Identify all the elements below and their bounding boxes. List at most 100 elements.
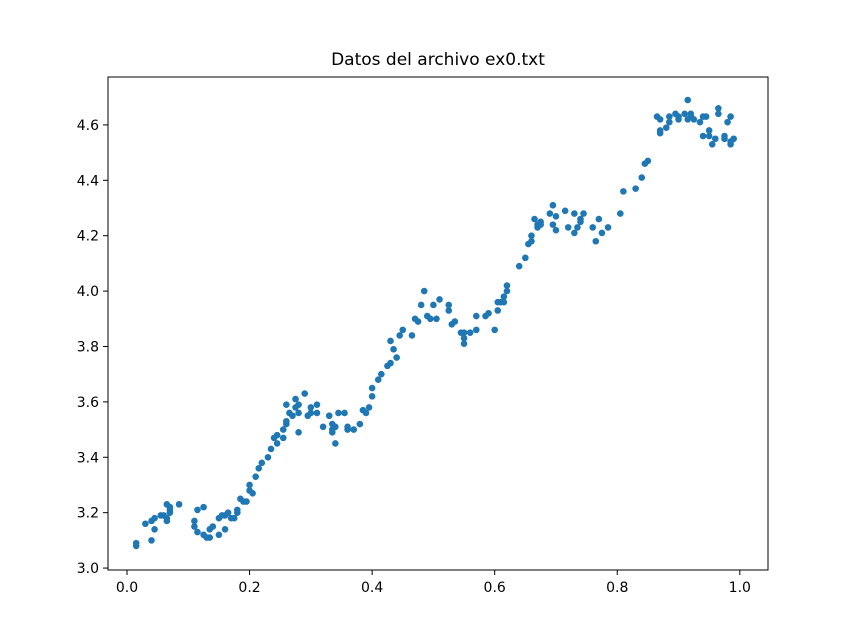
point bbox=[163, 517, 171, 525]
point bbox=[273, 440, 281, 447]
point bbox=[644, 157, 652, 165]
point bbox=[632, 185, 639, 192]
point bbox=[727, 141, 734, 148]
y-tick-label: 4.6 bbox=[77, 118, 99, 134]
point bbox=[571, 210, 578, 217]
point bbox=[264, 453, 272, 461]
point bbox=[246, 481, 253, 489]
point bbox=[200, 503, 207, 511]
point bbox=[724, 118, 731, 126]
point bbox=[721, 135, 728, 143]
point bbox=[319, 423, 327, 431]
point bbox=[595, 215, 603, 223]
point bbox=[390, 345, 397, 353]
point bbox=[491, 326, 498, 334]
point bbox=[243, 498, 250, 505]
point bbox=[362, 409, 370, 417]
point bbox=[460, 340, 468, 348]
point bbox=[417, 301, 425, 309]
plot-frame bbox=[107, 76, 769, 571]
y-tick-label: 4.2 bbox=[77, 229, 99, 245]
point bbox=[283, 417, 290, 425]
point bbox=[387, 337, 394, 345]
point bbox=[332, 423, 339, 431]
point bbox=[335, 409, 342, 417]
y-tick-label: 3.2 bbox=[77, 506, 99, 522]
point bbox=[702, 113, 710, 120]
point bbox=[675, 116, 682, 123]
point bbox=[209, 523, 217, 530]
point bbox=[132, 539, 140, 547]
point bbox=[515, 262, 523, 270]
point bbox=[313, 409, 321, 417]
x-tick-label: 0.2 bbox=[238, 580, 260, 596]
point bbox=[356, 420, 364, 428]
point bbox=[279, 426, 287, 433]
point bbox=[313, 401, 321, 408]
point bbox=[715, 110, 722, 118]
point bbox=[666, 118, 673, 126]
y-tick-label: 3.4 bbox=[77, 450, 99, 466]
point bbox=[571, 229, 578, 237]
point bbox=[662, 124, 670, 131]
point bbox=[307, 404, 315, 411]
point bbox=[344, 426, 351, 433]
point bbox=[617, 210, 624, 217]
y-tick-label: 4.0 bbox=[77, 284, 99, 300]
point bbox=[387, 359, 394, 367]
point bbox=[574, 224, 581, 231]
point bbox=[546, 210, 554, 217]
point bbox=[230, 514, 238, 522]
point bbox=[666, 113, 673, 120]
y-tick-label: 3.8 bbox=[77, 339, 99, 355]
point bbox=[552, 226, 560, 234]
point bbox=[552, 213, 560, 220]
point bbox=[249, 489, 256, 497]
point bbox=[577, 218, 584, 226]
point bbox=[460, 329, 468, 336]
chart-title: Datos del archivo ex0.txt bbox=[331, 50, 545, 70]
x-tick-label: 1.0 bbox=[729, 580, 751, 596]
point bbox=[598, 229, 606, 237]
point bbox=[638, 174, 646, 181]
point bbox=[295, 409, 302, 417]
point bbox=[234, 506, 241, 514]
point bbox=[687, 110, 695, 118]
point bbox=[500, 298, 508, 306]
point bbox=[549, 201, 557, 209]
point bbox=[708, 141, 716, 148]
point bbox=[730, 135, 737, 143]
point bbox=[500, 293, 508, 300]
point bbox=[175, 501, 183, 508]
point bbox=[166, 506, 174, 514]
point bbox=[295, 401, 302, 408]
point bbox=[365, 404, 373, 411]
point bbox=[522, 254, 529, 262]
point bbox=[224, 509, 232, 516]
point bbox=[215, 531, 223, 539]
point bbox=[328, 429, 336, 436]
y-tick-label: 4.4 bbox=[77, 173, 99, 189]
point bbox=[255, 465, 263, 472]
point bbox=[430, 301, 437, 309]
point bbox=[592, 237, 600, 245]
point bbox=[427, 315, 434, 323]
point bbox=[414, 318, 422, 325]
point bbox=[681, 110, 688, 118]
point bbox=[194, 528, 201, 536]
x-tick-label: 0.6 bbox=[484, 580, 506, 596]
point bbox=[151, 525, 158, 533]
point bbox=[564, 224, 572, 231]
point bbox=[485, 309, 492, 317]
point bbox=[580, 210, 587, 217]
point bbox=[283, 401, 290, 408]
point bbox=[715, 104, 722, 112]
point bbox=[151, 514, 158, 522]
point bbox=[549, 221, 557, 228]
point bbox=[620, 188, 627, 195]
point bbox=[699, 132, 707, 140]
x-tick-label: 0.4 bbox=[361, 580, 383, 596]
point bbox=[341, 409, 348, 417]
point bbox=[705, 127, 713, 134]
